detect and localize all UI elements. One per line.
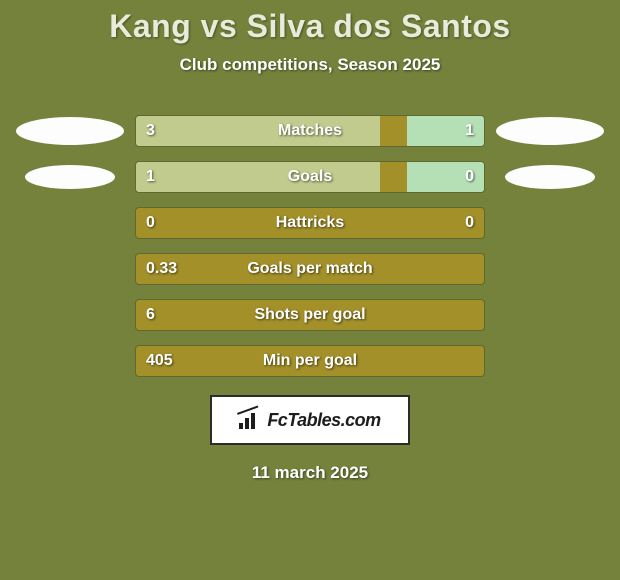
metric-row: 0.33Goals per match xyxy=(0,253,620,285)
metrics-list: 3Matches11Goals00Hattricks00.33Goals per… xyxy=(0,115,620,377)
right-value: 1 xyxy=(465,116,474,146)
metric-bar: 405Min per goal xyxy=(135,345,485,377)
metric-row: 405Min per goal xyxy=(0,345,620,377)
metric-bar: 0Hattricks0 xyxy=(135,207,485,239)
metric-row: 0Hattricks0 xyxy=(0,207,620,239)
metric-label: Matches xyxy=(136,116,484,146)
page-title: Kang vs Silva dos Santos xyxy=(0,8,620,45)
metric-row: 1Goals0 xyxy=(0,161,620,193)
player-marker-left xyxy=(16,117,124,145)
comparison-card: Kang vs Silva dos Santos Club competitio… xyxy=(0,0,620,483)
metric-bar: 6Shots per goal xyxy=(135,299,485,331)
metric-label: Shots per goal xyxy=(136,300,484,330)
metric-label: Goals xyxy=(136,162,484,192)
left-slot xyxy=(5,165,135,189)
subtitle: Club competitions, Season 2025 xyxy=(0,55,620,75)
left-slot xyxy=(5,117,135,145)
metric-label: Min per goal xyxy=(136,346,484,376)
metric-label: Goals per match xyxy=(136,254,484,284)
right-slot xyxy=(485,165,615,189)
player-marker-right xyxy=(505,165,595,189)
metric-bar: 3Matches1 xyxy=(135,115,485,147)
player-marker-left xyxy=(25,165,115,189)
player-marker-right xyxy=(496,117,604,145)
metric-bar: 1Goals0 xyxy=(135,161,485,193)
right-value: 0 xyxy=(465,162,474,192)
metric-label: Hattricks xyxy=(136,208,484,238)
metric-bar: 0.33Goals per match xyxy=(135,253,485,285)
right-value: 0 xyxy=(465,208,474,238)
metric-row: 6Shots per goal xyxy=(0,299,620,331)
brand-badge: FcTables.com xyxy=(210,395,410,445)
brand-text: FcTables.com xyxy=(267,410,380,431)
chart-icon xyxy=(239,411,261,429)
metric-row: 3Matches1 xyxy=(0,115,620,147)
date-label: 11 march 2025 xyxy=(0,463,620,483)
right-slot xyxy=(485,117,615,145)
